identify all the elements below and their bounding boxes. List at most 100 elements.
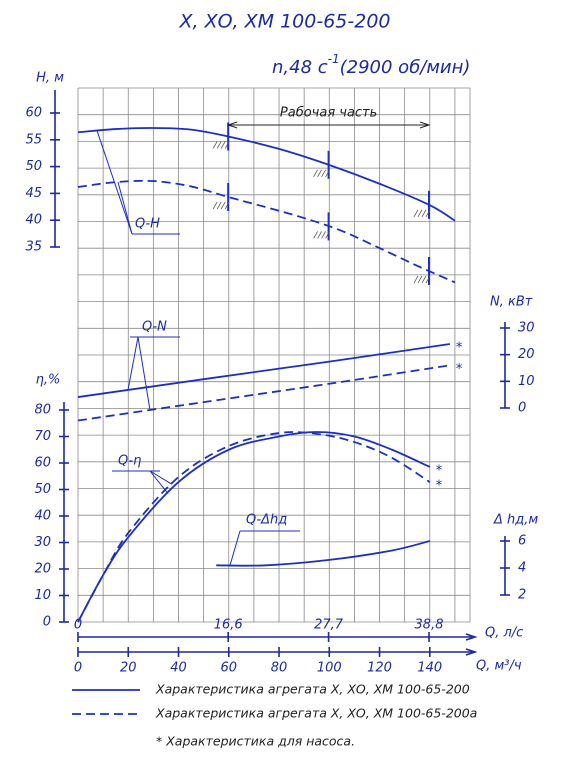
n-axis-label: N, кВт xyxy=(490,295,533,310)
pump-marker: * xyxy=(456,362,463,377)
dh-tick-label: 6 xyxy=(518,534,526,549)
x-tick-label: 60 xyxy=(220,661,237,676)
n-tick-label: 10 xyxy=(518,374,535,389)
legend-label: Характеристика агрегата Х, ХО, ХМ 100-65… xyxy=(155,706,477,721)
working-hatch xyxy=(417,275,423,284)
working-hatch xyxy=(417,209,423,218)
pump-marker: * xyxy=(436,479,443,494)
eta-tick-label: 70 xyxy=(34,429,51,444)
h-tick-label: 55 xyxy=(25,132,42,147)
curve xyxy=(216,540,431,567)
working-hatch xyxy=(220,201,226,210)
working-hatch xyxy=(317,231,322,239)
x-tick-label: 40 xyxy=(170,661,187,676)
eta-tick-label: 60 xyxy=(34,456,51,471)
working-hatch xyxy=(224,141,230,149)
curve-label: Q-η xyxy=(118,454,141,469)
curve xyxy=(77,343,451,398)
x-tick-label: 20 xyxy=(120,661,137,676)
curve-label: Q-Δhд xyxy=(246,513,287,528)
x2-tick-label: 27,7 xyxy=(314,618,344,633)
curve xyxy=(77,127,456,222)
subtitle-superscript: -1 xyxy=(328,52,340,66)
working-hatch xyxy=(317,169,322,177)
working-hatch xyxy=(216,141,222,149)
h-tick-label: 45 xyxy=(25,186,42,201)
x-tick-label: 100 xyxy=(317,661,342,676)
x-tick-label: 0 xyxy=(74,661,82,676)
working-hatch xyxy=(413,209,419,218)
n-tick-label: 0 xyxy=(518,401,526,416)
h-tick-label: 50 xyxy=(25,159,42,174)
eta-tick-label: 10 xyxy=(34,588,51,603)
working-hatch xyxy=(425,209,431,218)
legend-label: Характеристика агрегата Х, ХО, ХМ 100-65… xyxy=(155,682,470,697)
x-axis-label: Q, м³/ч xyxy=(476,659,522,674)
working-hatch xyxy=(325,231,330,239)
label-leader xyxy=(127,336,139,391)
chart-title: Х, ХО, ХМ 100-65-200 xyxy=(178,11,390,33)
x2-axis-arrow xyxy=(465,633,478,641)
dh-tick-label: 4 xyxy=(518,561,526,576)
x2-tick-label: 16,6 xyxy=(214,618,243,633)
eta-tick-label: 50 xyxy=(34,482,51,497)
label-leader xyxy=(229,530,241,566)
label-leader xyxy=(137,336,151,411)
working-hatch xyxy=(224,201,230,210)
eta-tick-label: 30 xyxy=(34,535,51,550)
working-hatch xyxy=(321,169,326,177)
curve xyxy=(77,431,431,623)
curve xyxy=(77,364,451,422)
pump-marker: * xyxy=(456,341,463,356)
eta-tick-label: 40 xyxy=(34,509,51,524)
dh-axis-label: Δ hд,м xyxy=(493,513,538,528)
x2-axis-label: Q, л/с xyxy=(485,626,523,641)
x-axis-arrow xyxy=(465,648,478,656)
working-hatch xyxy=(421,209,427,218)
curve-label: Q-N xyxy=(142,320,167,335)
n-tick-label: 20 xyxy=(518,347,535,362)
subtitle-part: n,48 с xyxy=(272,57,328,78)
label-leader xyxy=(96,130,133,235)
label-leader xyxy=(117,181,133,235)
h-tick-label: 35 xyxy=(25,240,42,255)
x-tick-label: 80 xyxy=(271,661,288,676)
x2-tick-label: 0 xyxy=(74,618,82,633)
label-leader xyxy=(149,470,173,485)
n-tick-label: 30 xyxy=(518,321,535,336)
curve-label: Q-H xyxy=(135,217,160,232)
working-hatch xyxy=(212,201,218,210)
x-tick-label: 120 xyxy=(367,661,392,676)
h-tick-label: 40 xyxy=(25,213,42,228)
x-tick-label: 140 xyxy=(417,661,442,676)
h-axis-label: H, м xyxy=(36,71,64,86)
x2-tick-label: 38,8 xyxy=(415,618,444,633)
pump-marker: * xyxy=(436,463,443,478)
working-hatch xyxy=(220,141,226,149)
working-hatch xyxy=(313,169,318,177)
eta-axis-label: η,% xyxy=(36,373,61,388)
label-leader xyxy=(149,470,169,494)
working-hatch xyxy=(212,141,218,149)
working-range-label: Рабочая часть xyxy=(280,106,377,121)
working-hatch xyxy=(325,169,330,177)
eta-tick-label: 80 xyxy=(34,403,51,418)
curve xyxy=(77,179,456,284)
working-hatch xyxy=(425,275,431,284)
curve xyxy=(77,431,431,623)
arrow-head xyxy=(419,121,431,129)
working-hatch xyxy=(313,231,318,239)
eta-tick-label: 20 xyxy=(34,562,51,577)
working-hatch xyxy=(413,275,419,284)
working-hatch xyxy=(216,201,222,210)
subtitle-part: (2900 об/мин) xyxy=(340,57,471,78)
dh-tick-label: 2 xyxy=(518,588,526,603)
footnote: * Характеристика для насоса. xyxy=(156,734,355,749)
h-tick-label: 60 xyxy=(25,106,42,121)
eta-tick-label: 0 xyxy=(43,615,51,630)
arrow-head xyxy=(226,121,238,129)
working-hatch xyxy=(321,231,326,239)
working-hatch xyxy=(421,275,427,284)
chart-subtitle: n,48 с-1(2900 об/мин) xyxy=(272,52,470,79)
